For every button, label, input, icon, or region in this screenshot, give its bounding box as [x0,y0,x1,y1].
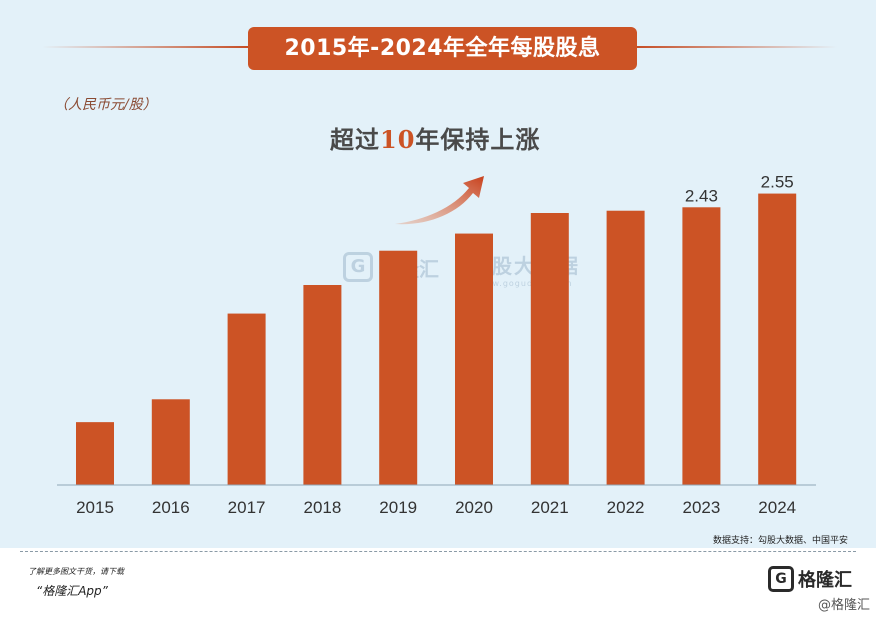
bar-2017 [227,313,266,485]
title-rule-right [637,46,837,48]
data-label-2023: 2.43 [685,186,718,205]
x-tick-label-2015: 2015 [76,498,114,517]
x-tick-labels: 2015 2016 2017 2018 2019 2020 2021 2022 2023 2024 [76,498,796,517]
bar-chart: 2015 2016 2017 2018 2019 2020 2021 2022 2023 2024… [57,173,816,517]
chart-panel: 2015年-2024年全年每股股息 （人民币元/股） 超过10年保持上涨 G 格… [0,0,876,548]
bar-2020 [455,233,493,485]
brand-logo-icon: G [768,566,794,592]
download-prompt: 了解更多图文干货，请下载 [28,567,124,576]
bar-group [76,193,797,486]
x-tick-label-2016: 2016 [152,498,190,517]
highlight-prefix: 超过 [330,125,380,154]
bar-2023 [682,207,721,486]
bar-2022 [606,210,645,485]
bar-2015 [76,422,114,485]
bar-2016 [151,399,190,485]
brand-name: 格隆汇 [798,570,852,591]
x-tick-label-2022: 2022 [607,498,645,517]
app-name: “格隆汇App” [36,584,108,598]
data-label-2024: 2.55 [761,173,794,192]
x-tick-label-2019: 2019 [379,498,417,517]
bar-2024 [758,193,797,486]
x-tick-label-2018: 2018 [303,498,341,517]
x-tick-label-2020: 2020 [455,498,493,517]
title-rule-left [42,46,248,48]
trend-arrow-icon [395,176,484,225]
bar-2018 [303,285,342,485]
bar-2019 [379,250,418,485]
data-labels: 2.43 2.55 [685,173,794,206]
brand-handle: @格隆汇 [817,598,870,613]
unit-label: （人民币元/股） [54,97,157,113]
highlight-number: 10 [380,125,416,154]
watermark-logo-icon: G [343,252,373,282]
bar-2021 [530,213,569,485]
x-tick-label-2024: 2024 [758,498,796,517]
x-tick-label-2021: 2021 [531,498,569,517]
chart-title: 2015年-2024年全年每股股息 [248,27,637,70]
x-tick-label-2023: 2023 [682,498,720,517]
watermark-url: www.gogudata.com [477,279,573,288]
highlight-text: 超过10年保持上涨 [330,120,540,155]
brand-logo: G 格隆汇 [768,566,852,592]
highlight-suffix: 年保持上涨 [415,125,541,154]
x-tick-label-2017: 2017 [228,498,266,517]
data-source: 数据支持：勾股大数据、中国平安 [712,536,848,546]
footer-divider [20,551,856,552]
